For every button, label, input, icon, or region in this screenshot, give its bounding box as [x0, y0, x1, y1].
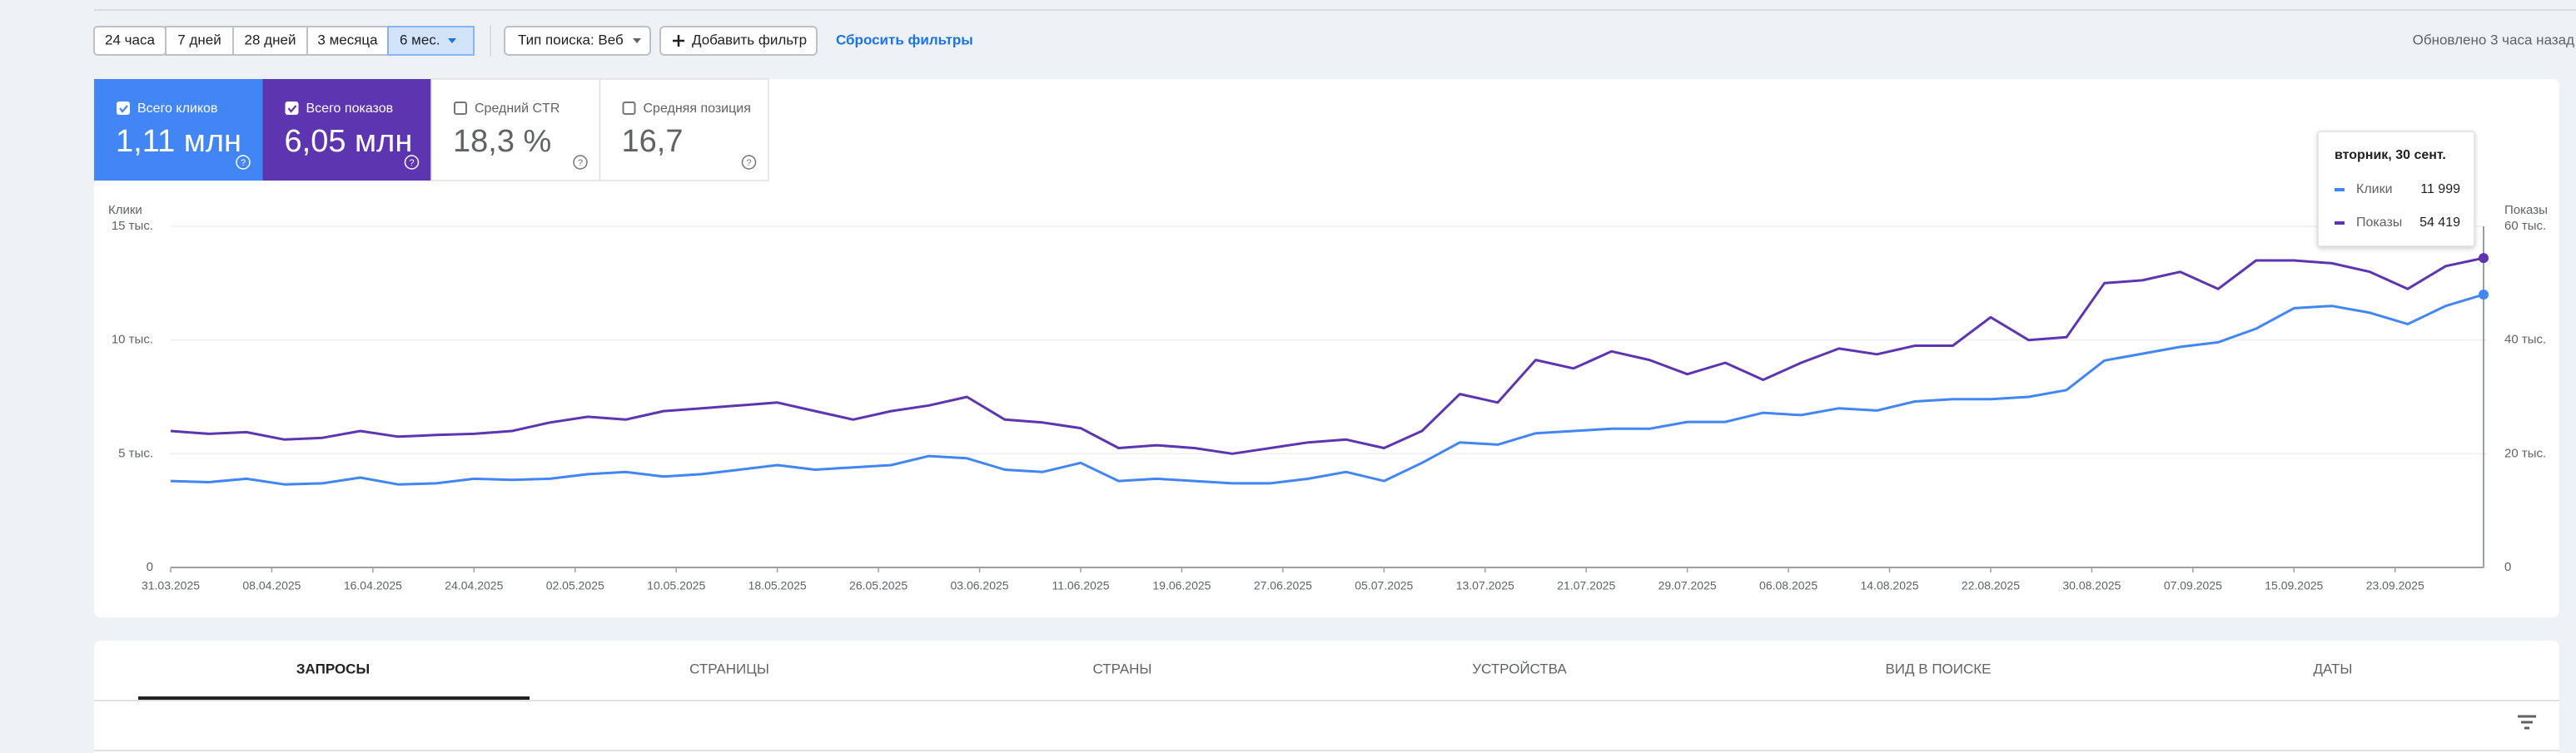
- x-tick-label: 15.09.2025: [2265, 579, 2323, 592]
- x-tick-label: 11.06.2025: [1052, 579, 1109, 592]
- hover-point: [2479, 290, 2489, 300]
- x-tick-label: 26.05.2025: [849, 579, 908, 592]
- x-tick-label: 06.08.2025: [1759, 579, 1818, 592]
- reset-filters-link[interactable]: Сбросить фильтры: [836, 32, 973, 47]
- dropdown-arrow: [448, 38, 456, 43]
- metric-value: 1,11 млн: [116, 124, 241, 159]
- metric-checkbox: [622, 102, 636, 115]
- metric-label: Всего показов: [306, 102, 394, 116]
- y2-tick-label: 20 тыс.: [2504, 446, 2546, 460]
- metric-checkbox: [454, 102, 467, 115]
- date-range-button[interactable]: [387, 26, 475, 56]
- date-range-button[interactable]: [306, 26, 389, 56]
- x-tick-label: 03.06.2025: [951, 579, 1009, 592]
- x-tick-label: 05.07.2025: [1355, 579, 1413, 592]
- date-range-label: 3 месяца: [317, 32, 378, 47]
- help-icon-mark: ?: [578, 158, 583, 168]
- date-range-button[interactable]: [232, 26, 308, 56]
- dropdown-arrow: [633, 38, 641, 43]
- tooltip-label: Показы: [2356, 215, 2402, 230]
- filter-icon[interactable]: [2518, 715, 2536, 730]
- x-tick-label: 22.08.2025: [1962, 579, 2020, 592]
- x-tick-label: 13.07.2025: [1456, 579, 1514, 592]
- help-icon-mark: ?: [409, 158, 414, 168]
- date-range-label: 6 мес.: [400, 32, 440, 47]
- help-icon: [236, 155, 251, 170]
- metric-card[interactable]: [430, 78, 601, 181]
- table-tab[interactable]: СТРАНЫ: [1093, 661, 1152, 676]
- tooltip-title: вторник, 30 сент.: [2335, 148, 2446, 162]
- x-tick-label: 21.07.2025: [1557, 579, 1615, 592]
- plus-icon: [673, 35, 684, 47]
- y-tick-label: 10 тыс.: [112, 333, 153, 347]
- x-tick-label: 29.07.2025: [1658, 579, 1717, 592]
- metric-value: 16,7: [622, 124, 684, 159]
- search-type-button[interactable]: [504, 26, 651, 56]
- metric-label: Средняя позиция: [644, 102, 751, 116]
- help-icon-mark: ?: [746, 158, 751, 168]
- series-line: [170, 293, 2484, 486]
- y2-axis-title: Показы: [2504, 203, 2548, 217]
- help-icon: [404, 155, 420, 170]
- date-range-label: 28 дней: [245, 32, 296, 47]
- performance-panel: [94, 79, 2559, 617]
- series-line: [170, 256, 2484, 455]
- x-tick-label: 14.08.2025: [1860, 579, 1918, 592]
- date-range-label: 24 часа: [105, 32, 155, 47]
- x-tick-label: 30.08.2025: [2062, 579, 2121, 592]
- metric-checkbox: [117, 102, 130, 115]
- tooltip-value: 11 999: [2420, 182, 2460, 196]
- y-axis-title: Клики: [108, 203, 142, 217]
- x-tick-label: 31.03.2025: [142, 579, 200, 592]
- x-tick-label: 08.04.2025: [242, 579, 301, 592]
- add-filter-button[interactable]: [659, 26, 818, 56]
- metric-label: Средний CTR: [475, 102, 559, 116]
- help-icon-mark: ?: [241, 158, 246, 168]
- updated-note: Обновлено 3 часа назад: [2413, 32, 2574, 47]
- hover-point: [2479, 253, 2489, 264]
- table-tab[interactable]: УСТРОЙСТВА: [1472, 661, 1567, 676]
- add-filter-label: Добавить фильтр: [692, 32, 807, 47]
- table-panel: [94, 641, 2559, 753]
- x-tick-label: 02.05.2025: [546, 579, 604, 592]
- checkmark: [119, 105, 128, 113]
- x-tick-label: 07.09.2025: [2164, 579, 2222, 592]
- y-tick-label: 5 тыс.: [118, 446, 153, 460]
- tooltip-label: Клики: [2356, 182, 2393, 196]
- metric-card[interactable]: [94, 79, 263, 181]
- metric-value: 18,3 %: [453, 124, 551, 159]
- y2-tick-label: 0: [2504, 560, 2511, 574]
- table-tab[interactable]: ДАТЫ: [2314, 661, 2353, 676]
- x-tick-label: 27.06.2025: [1254, 579, 1312, 592]
- help-icon: [741, 155, 757, 170]
- metric-card[interactable]: [599, 78, 769, 181]
- table-tab[interactable]: ВИД В ПОИСКЕ: [1885, 661, 1991, 676]
- metric-card[interactable]: [262, 79, 432, 181]
- date-range-label: 7 дней: [177, 32, 221, 47]
- y2-tick-label: 40 тыс.: [2504, 333, 2546, 347]
- y-tick-label: 15 тыс.: [112, 219, 153, 233]
- metric-label: Всего кликов: [137, 102, 217, 116]
- x-tick-label: 24.04.2025: [445, 579, 503, 592]
- tooltip-box: [2317, 131, 2475, 247]
- x-tick-label: 16.04.2025: [344, 579, 402, 592]
- metric-checkbox: [285, 102, 299, 115]
- help-icon: [573, 155, 588, 170]
- table-tab[interactable]: ЗАПРОСЫ: [296, 661, 370, 676]
- x-tick-label: 23.09.2025: [2366, 579, 2424, 592]
- x-tick-label: 10.05.2025: [647, 579, 705, 592]
- checkmark: [287, 105, 297, 113]
- tooltip-value: 54 419: [2419, 215, 2460, 230]
- x-tick-label: 18.05.2025: [748, 579, 807, 592]
- x-tick-label: 19.06.2025: [1152, 579, 1211, 592]
- metric-value: 6,05 млн: [285, 124, 413, 159]
- table-tab[interactable]: СТРАНИЦЫ: [689, 661, 769, 676]
- date-range-button[interactable]: [165, 26, 234, 56]
- y2-tick-label: 60 тыс.: [2504, 219, 2546, 233]
- y-tick-label: 0: [147, 560, 153, 574]
- search-type-label: Тип поиска: Веб: [518, 32, 624, 47]
